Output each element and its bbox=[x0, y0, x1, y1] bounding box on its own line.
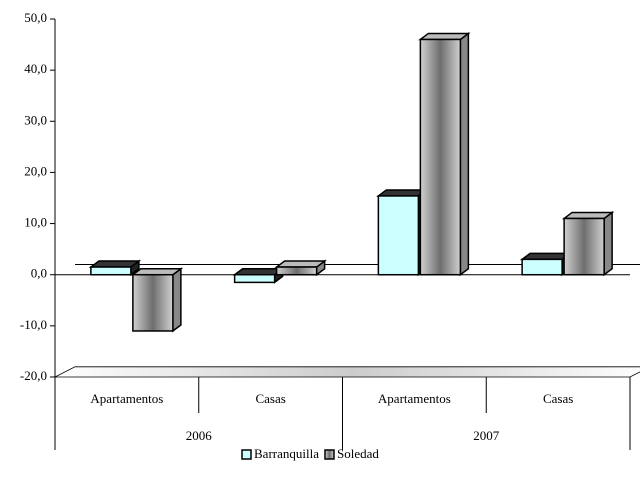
bar-face bbox=[172, 267, 182, 333]
bar-face bbox=[274, 260, 327, 268]
bar-face bbox=[275, 266, 318, 276]
bar-face bbox=[90, 266, 132, 276]
bar-face bbox=[521, 258, 563, 276]
y-tick-label: 40,0 bbox=[24, 61, 47, 76]
bar-face bbox=[130, 267, 184, 276]
legend-label: Barranquilla bbox=[254, 446, 319, 461]
bar-face bbox=[377, 195, 420, 276]
bar-face bbox=[561, 211, 615, 220]
bar bbox=[130, 267, 184, 333]
bar-face bbox=[459, 31, 470, 277]
group-label: 2006 bbox=[186, 428, 213, 443]
bar-face bbox=[232, 267, 285, 276]
bar bbox=[376, 188, 429, 277]
legend-swatch bbox=[324, 449, 335, 460]
bar bbox=[88, 259, 142, 277]
bar bbox=[232, 267, 285, 284]
bar-face bbox=[418, 32, 471, 41]
bar-face bbox=[519, 252, 573, 261]
y-tick-label: -10,0 bbox=[20, 317, 47, 332]
bar-face bbox=[233, 273, 276, 284]
bar bbox=[418, 31, 471, 277]
y-tick-label: 20,0 bbox=[24, 163, 47, 178]
bar bbox=[274, 259, 327, 277]
bar-face bbox=[376, 189, 429, 197]
legend-swatch bbox=[241, 449, 252, 460]
bar bbox=[519, 251, 573, 277]
legend-label: Soledad bbox=[337, 446, 379, 461]
group-label: 2007 bbox=[473, 428, 500, 443]
y-tick-label: 30,0 bbox=[24, 112, 47, 127]
x-tick-label: Apartamentos bbox=[90, 391, 163, 406]
bar-face bbox=[603, 210, 613, 277]
floor bbox=[54, 366, 640, 378]
x-tick-label: Casas bbox=[543, 391, 573, 406]
y-tick-label: 10,0 bbox=[24, 215, 47, 230]
x-tick-label: Casas bbox=[255, 391, 285, 406]
bar-face bbox=[132, 273, 174, 332]
bar-face bbox=[88, 260, 142, 268]
bar bbox=[561, 210, 615, 277]
bar-face bbox=[419, 38, 462, 276]
x-tick-label: Apartamentos bbox=[378, 391, 451, 406]
y-tick-label: 50,0 bbox=[24, 10, 47, 25]
bar-face bbox=[563, 217, 605, 276]
y-tick-label: 0,0 bbox=[31, 266, 47, 281]
y-tick-label: -20,0 bbox=[20, 368, 47, 383]
